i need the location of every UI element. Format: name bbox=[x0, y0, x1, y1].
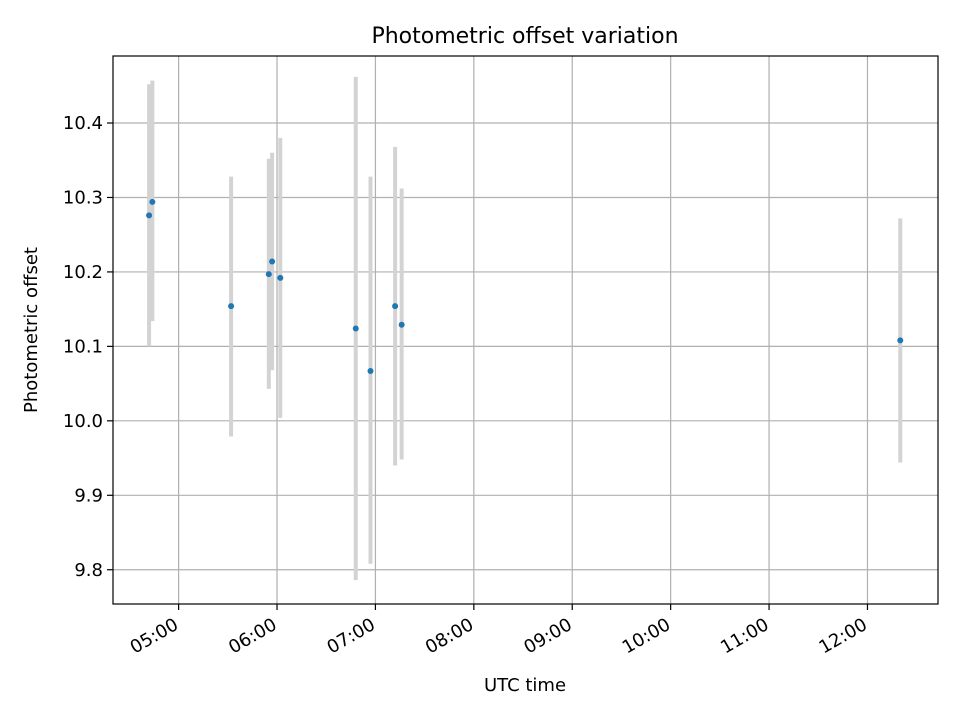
grid bbox=[113, 56, 938, 604]
data-point bbox=[228, 303, 235, 310]
plot-frame bbox=[112, 55, 939, 605]
data-point bbox=[352, 325, 359, 332]
y-axis: 9.8 9.9 10.0 10.1 10.2 10.3 10.4 bbox=[63, 113, 113, 581]
y-tick-label: 10.3 bbox=[63, 187, 103, 208]
x-axis-label: UTC time bbox=[484, 675, 566, 696]
data-points bbox=[146, 198, 904, 374]
data-point bbox=[392, 303, 399, 310]
data-point bbox=[149, 198, 156, 205]
data-point bbox=[146, 212, 153, 219]
data-point bbox=[367, 367, 374, 374]
y-tick-label: 9.9 bbox=[74, 485, 103, 506]
y-tick-label: 10.1 bbox=[63, 336, 103, 357]
y-tick-label: 10.0 bbox=[63, 411, 103, 432]
chart-title: Photometric offset variation bbox=[371, 24, 678, 49]
y-tick-label: 10.4 bbox=[63, 113, 103, 134]
data-point bbox=[897, 337, 904, 344]
data-point bbox=[265, 271, 272, 278]
y-tick-label: 10.2 bbox=[63, 262, 103, 283]
data-point bbox=[277, 274, 284, 281]
y-tick-label: 9.8 bbox=[74, 560, 103, 581]
y-axis-label: Photometric offset bbox=[21, 247, 42, 413]
data-point bbox=[269, 258, 276, 265]
data-point bbox=[398, 321, 405, 328]
